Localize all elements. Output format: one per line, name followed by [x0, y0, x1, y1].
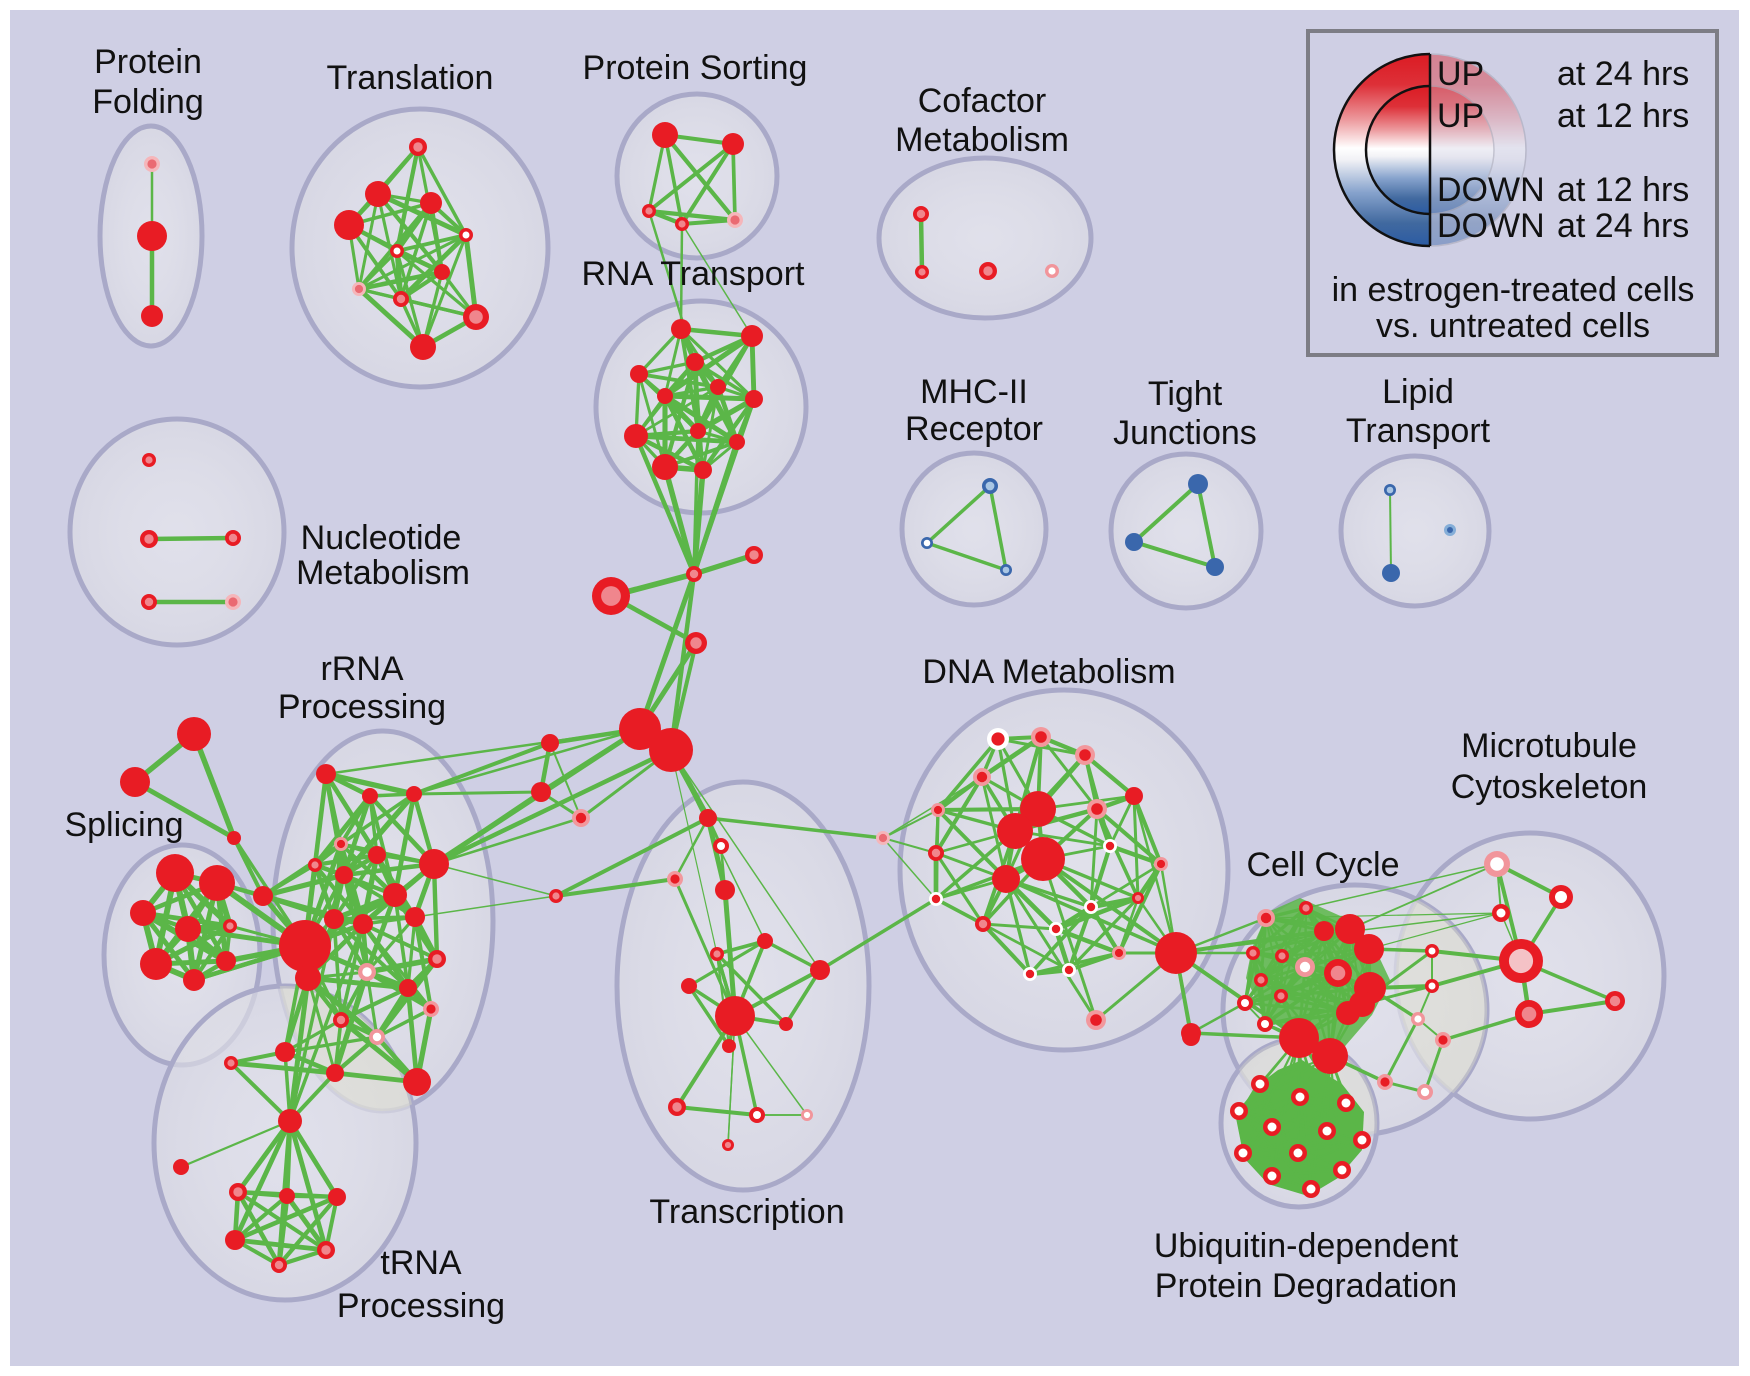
svg-text:Folding: Folding	[92, 83, 204, 121]
svg-text:Metabolism: Metabolism	[296, 554, 470, 592]
svg-text:Receptor: Receptor	[905, 410, 1043, 448]
svg-text:Tight: Tight	[1148, 375, 1223, 413]
svg-text:Protein Sorting: Protein Sorting	[583, 49, 808, 87]
svg-text:Transport: Transport	[1346, 412, 1491, 450]
svg-text:UP: UP	[1437, 55, 1484, 93]
svg-text:Microtubule: Microtubule	[1461, 727, 1637, 765]
svg-text:Protein: Protein	[94, 43, 202, 81]
svg-text:DOWN: DOWN	[1437, 207, 1545, 245]
svg-text:UP: UP	[1437, 97, 1484, 135]
svg-text:vs. untreated cells: vs. untreated cells	[1376, 307, 1650, 345]
svg-text:Processing: Processing	[337, 1287, 505, 1325]
svg-text:at 24 hrs: at 24 hrs	[1557, 207, 1689, 245]
svg-text:Cell Cycle: Cell Cycle	[1246, 846, 1399, 884]
svg-text:Protein Degradation: Protein Degradation	[1155, 1267, 1457, 1305]
svg-text:in estrogen-treated cells: in estrogen-treated cells	[1332, 271, 1695, 309]
svg-text:Translation: Translation	[327, 59, 494, 97]
svg-text:Splicing: Splicing	[64, 806, 183, 844]
svg-text:at 12 hrs: at 12 hrs	[1557, 97, 1689, 135]
svg-text:DNA Metabolism: DNA Metabolism	[922, 653, 1175, 691]
svg-text:Cofactor: Cofactor	[918, 82, 1047, 120]
svg-text:Ubiquitin-dependent: Ubiquitin-dependent	[1154, 1227, 1459, 1265]
svg-text:DOWN: DOWN	[1437, 171, 1545, 209]
svg-text:at 12 hrs: at 12 hrs	[1557, 171, 1689, 209]
svg-text:RNA Transport: RNA Transport	[582, 255, 806, 293]
svg-text:Nucleotide: Nucleotide	[301, 519, 462, 557]
svg-text:Lipid: Lipid	[1382, 373, 1454, 411]
svg-text:Cytoskeleton: Cytoskeleton	[1451, 768, 1648, 806]
svg-text:rRNA: rRNA	[320, 650, 403, 688]
svg-text:Metabolism: Metabolism	[895, 121, 1069, 159]
svg-text:Junctions: Junctions	[1113, 414, 1257, 452]
svg-text:MHC-II: MHC-II	[920, 373, 1028, 411]
svg-text:Transcription: Transcription	[649, 1193, 844, 1231]
svg-text:Processing: Processing	[278, 688, 446, 726]
svg-text:tRNA: tRNA	[380, 1244, 462, 1282]
svg-text:at 24 hrs: at 24 hrs	[1557, 55, 1689, 93]
